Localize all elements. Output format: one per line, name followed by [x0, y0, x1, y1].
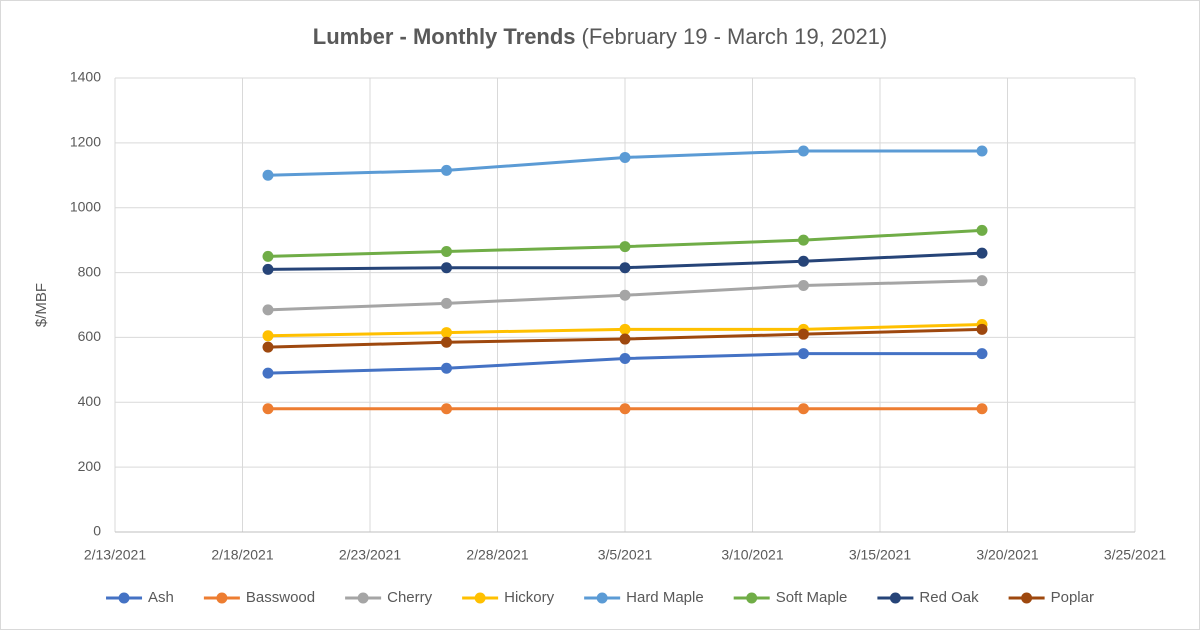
legend-label: Hard Maple	[626, 589, 704, 606]
legend-marker	[596, 592, 608, 604]
chart-title-group: Lumber - Monthly Trends (February 19 - Ma…	[313, 24, 888, 49]
y-tick-label: 400	[78, 393, 102, 409]
x-tick-label: 2/13/2021	[84, 547, 146, 563]
data-point	[976, 224, 988, 236]
x-tick-label: 3/15/2021	[849, 547, 911, 563]
legend-marker	[216, 592, 228, 604]
data-point	[441, 245, 452, 257]
x-tick-label: 3/20/2021	[976, 547, 1038, 563]
data-point	[798, 145, 809, 157]
legend-marker	[889, 592, 901, 604]
x-tick-label: 3/25/2021	[1104, 547, 1166, 563]
data-point	[798, 280, 809, 292]
legend-label: Poplar	[1051, 589, 1094, 606]
data-point	[619, 289, 631, 301]
data-point	[441, 297, 452, 309]
data-point	[441, 164, 452, 176]
data-point	[262, 341, 274, 353]
data-point	[619, 333, 631, 345]
data-point	[798, 255, 809, 267]
legend-marker	[474, 592, 486, 604]
data-point	[619, 241, 631, 253]
data-point	[262, 330, 274, 342]
data-point	[976, 145, 988, 157]
data-point	[619, 353, 631, 365]
legend-label: Basswood	[246, 589, 315, 606]
data-point	[262, 263, 274, 275]
data-point	[798, 234, 809, 246]
data-point	[976, 403, 988, 415]
data-point	[798, 403, 809, 415]
legend-marker	[118, 592, 130, 604]
data-point	[976, 348, 988, 360]
y-tick-label: 1000	[70, 198, 101, 214]
data-point	[976, 247, 988, 259]
y-tick-label: 600	[78, 328, 102, 344]
legend-label: Hickory	[504, 589, 555, 606]
data-point	[619, 403, 631, 415]
data-point	[441, 327, 452, 339]
data-point	[619, 151, 631, 163]
legend-marker	[357, 592, 369, 604]
data-point	[262, 367, 274, 379]
legend-label: Ash	[148, 589, 174, 606]
y-tick-label: 1400	[70, 69, 101, 85]
data-point	[798, 328, 809, 340]
data-point	[262, 250, 274, 262]
x-tick-label: 3/10/2021	[721, 547, 783, 563]
data-point	[976, 275, 988, 287]
chart-subtitle: (February 19 - March 19, 2021)	[582, 24, 888, 49]
x-tick-label: 2/28/2021	[466, 547, 528, 563]
data-point	[441, 362, 452, 374]
chart-title: Lumber - Monthly Trends	[313, 24, 576, 49]
data-point	[262, 169, 274, 181]
legend-label: Red Oak	[919, 589, 979, 606]
data-point	[619, 323, 631, 335]
x-tick-label: 2/23/2021	[339, 547, 401, 563]
legend: Ash Basswood Cherry Hickory Hard Maple Soft M…	[106, 589, 1094, 606]
y-tick-label: 200	[78, 458, 102, 474]
data-point	[262, 304, 274, 316]
data-point	[976, 323, 988, 335]
legend-label: Soft Maple	[776, 589, 848, 606]
y-tick-label: 1200	[70, 134, 101, 150]
x-tick-label: 3/5/2021	[598, 547, 653, 563]
data-point	[441, 262, 452, 274]
data-point	[262, 403, 274, 415]
data-point	[441, 403, 452, 415]
data-point	[798, 348, 809, 360]
y-axis-label: $/MBF	[33, 283, 50, 327]
data-point	[619, 262, 631, 274]
data-point	[441, 336, 452, 348]
legend-marker	[1021, 592, 1033, 604]
legend-marker	[746, 592, 758, 604]
y-tick-label: 800	[78, 263, 102, 279]
legend-label: Cherry	[387, 589, 433, 606]
y-tick-label: 0	[93, 523, 101, 539]
x-tick-label: 2/18/2021	[211, 547, 273, 563]
